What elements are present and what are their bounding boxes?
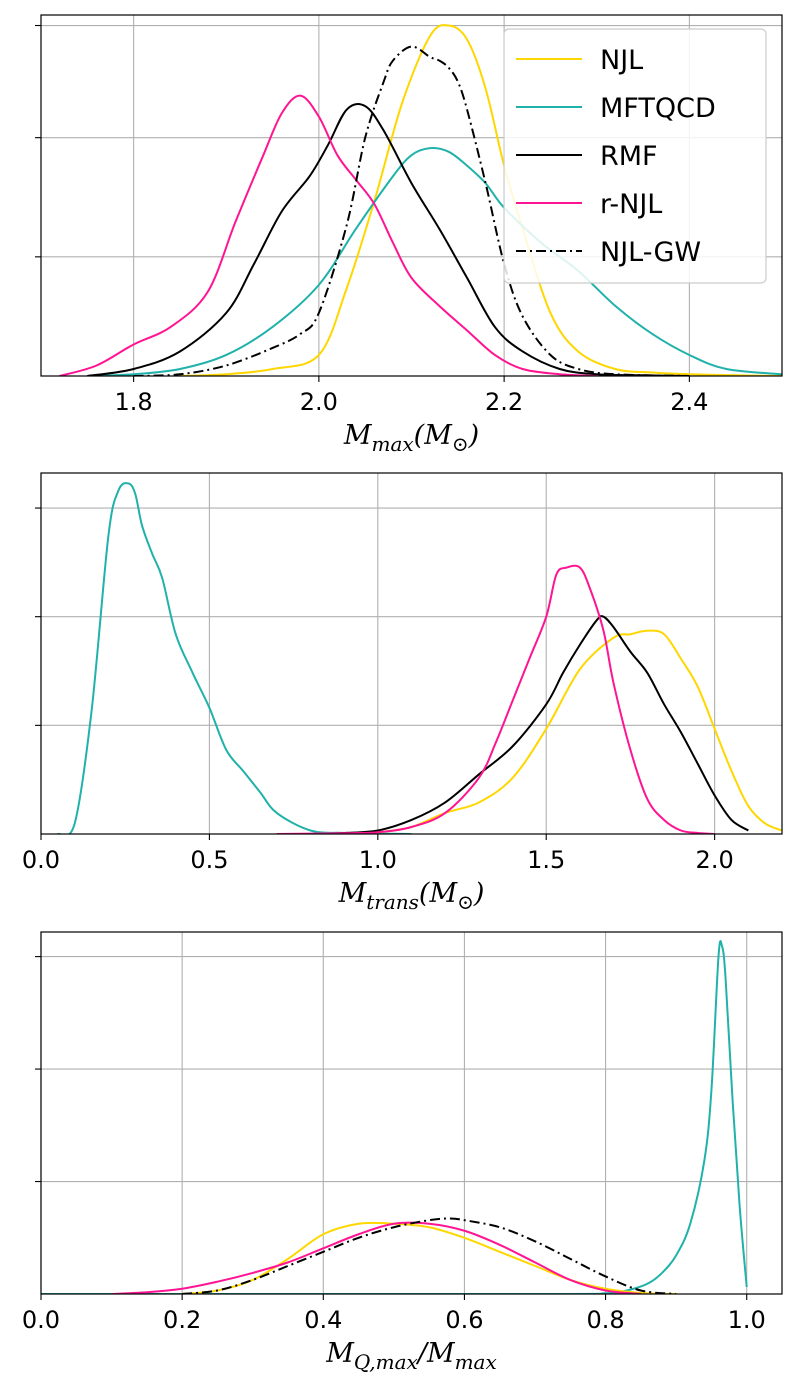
legend-label-rmf: RMF <box>600 141 658 172</box>
grid <box>40 473 782 834</box>
series-group <box>57 482 782 834</box>
x-tick-label: 0.0 <box>22 1306 60 1334</box>
series-line-mftqcd <box>87 147 782 376</box>
x-tick-label: 1.0 <box>728 1306 766 1334</box>
x-tick-label: 0.4 <box>304 1306 342 1334</box>
x-tick-label: 1.5 <box>527 846 565 874</box>
x-tick-label: 0.6 <box>445 1306 483 1334</box>
x-tick-label: 2.4 <box>670 388 708 416</box>
x-tick-label: 0.8 <box>586 1306 624 1334</box>
legend-label-r-njl: r-NJL <box>600 189 662 220</box>
x-tick-label: 2.2 <box>485 388 523 416</box>
x-tick-label: 2.0 <box>696 846 734 874</box>
legend-label-njl: NJL <box>600 45 643 76</box>
series-line-njl <box>344 629 782 834</box>
x-tick-label: 2.0 <box>300 388 338 416</box>
axes-frame <box>40 931 783 1295</box>
series-line-r-njl <box>111 1221 641 1294</box>
axes-frame <box>40 472 783 835</box>
series-line-r-njl <box>276 564 715 834</box>
series-line-mftqcd <box>57 482 412 834</box>
axes-frame <box>40 14 783 377</box>
series-group <box>59 24 782 376</box>
grid <box>40 932 782 1294</box>
x-tick-label: 1.8 <box>115 388 153 416</box>
series-group <box>41 940 748 1294</box>
series-line-njl-gw <box>133 45 690 376</box>
series-line-rmf <box>310 615 749 834</box>
series-line-njl-gw <box>182 1217 677 1294</box>
series-line-mftqcd <box>41 940 748 1294</box>
x-axis-label: MQ,max/Mmax <box>325 1338 497 1374</box>
legend-label-mftqcd: MFTQCD <box>600 93 716 124</box>
chart-panel-2: 0.0 0.5 1.0 1.5 2.0 Mtrans(M⊙) <box>22 472 783 914</box>
legend: NJL MFTQCD RMF r-NJL NJL-GW <box>503 28 767 284</box>
series-line-njl <box>179 24 782 376</box>
x-tick-label: 0.2 <box>163 1306 201 1334</box>
legend-label-njl-gw: NJL-GW <box>600 237 701 268</box>
legend-box <box>503 28 767 284</box>
x-axis-label: Mmax(M⊙) <box>343 420 479 456</box>
x-tick-label: 0.5 <box>190 846 228 874</box>
x-tick-label: 1.0 <box>359 846 397 874</box>
x-tick-label: 0.0 <box>22 846 60 874</box>
series-line-r-njl <box>59 94 597 376</box>
x-axis-label: Mtrans(M⊙) <box>338 878 485 914</box>
chart-panel-3: 0.0 0.2 0.4 0.6 0.8 1.0 MQ,max/Mmax <box>22 931 783 1374</box>
series-line-rmf <box>87 103 690 376</box>
chart-panel-1: 1.8 2.0 2.2 2.4Mmax(M⊙)NJLMFTQCDRMFr-NJLNJL… <box>35 14 783 456</box>
series-line-njl <box>182 1221 677 1294</box>
